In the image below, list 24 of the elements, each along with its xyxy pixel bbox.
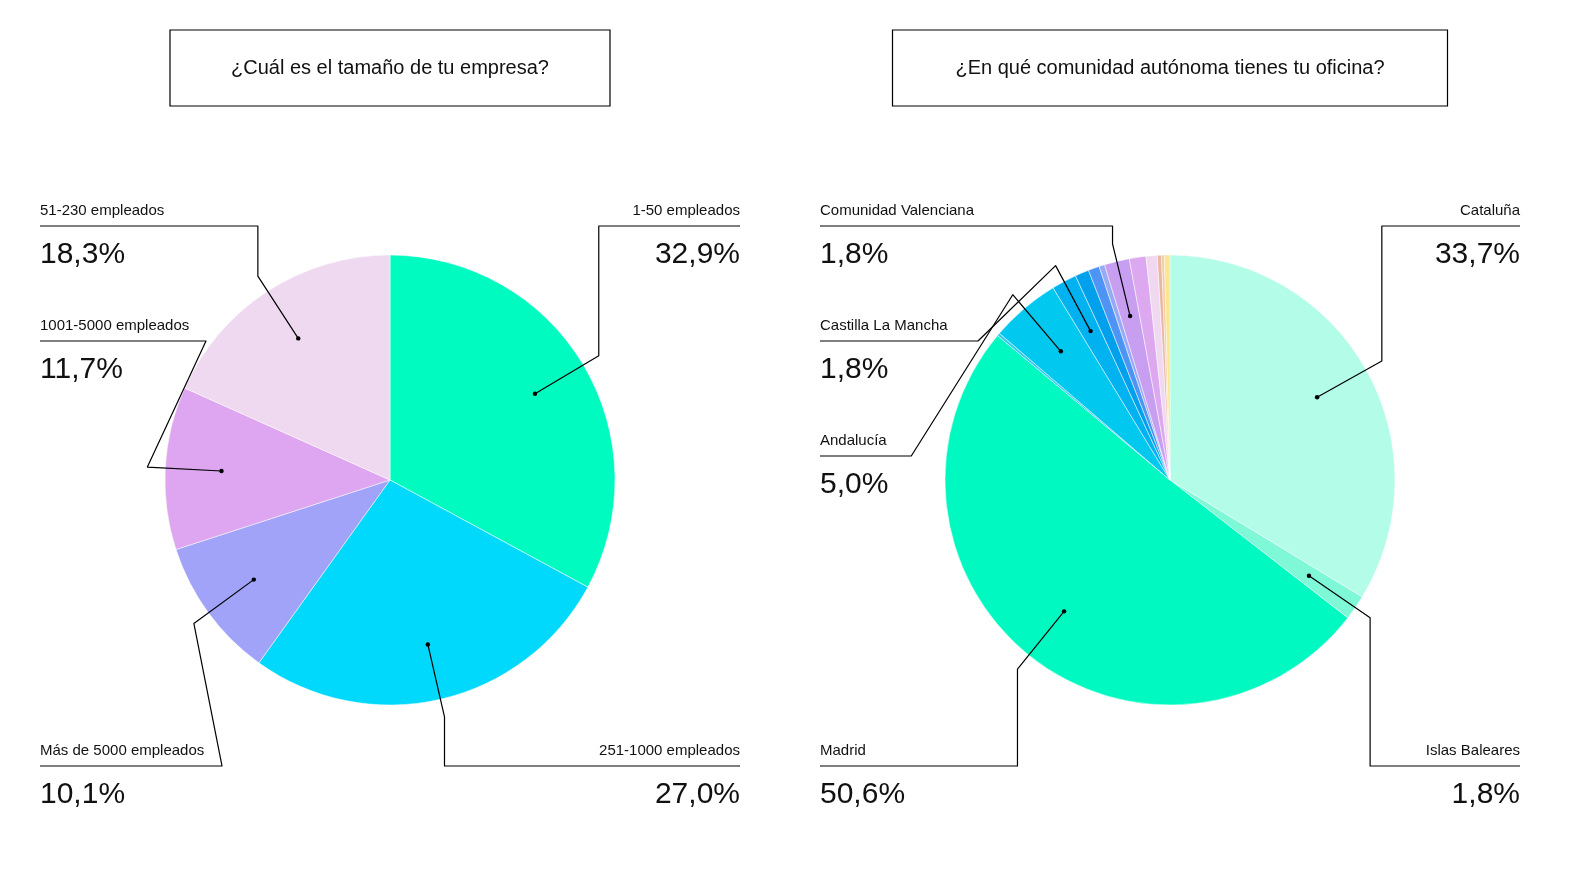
slice-label: 1001-5000 empleados	[40, 316, 190, 333]
slice-label: 251-1000 empleados	[599, 741, 740, 758]
chart-title: ¿Cuál es el tamaño de tu empresa?	[231, 56, 549, 78]
data-label: 1,8%	[1451, 776, 1520, 809]
data-label: 33,7%	[1434, 236, 1520, 269]
data-label: 5,0%	[820, 466, 889, 499]
slice-label: Andalucía	[820, 431, 888, 448]
slice-label: Islas Baleares	[1425, 741, 1520, 758]
data-label: 11,7%	[40, 351, 123, 384]
chart-title: ¿En qué comunidad autónoma tienes tu oficina?	[955, 56, 1385, 78]
slice-label: Castilla La Mancha	[820, 316, 949, 333]
slice-label: Cataluña	[1459, 201, 1521, 218]
data-label: 10,1%	[40, 776, 126, 809]
data-label: 18,3%	[40, 236, 126, 269]
data-label: 50,6%	[820, 776, 906, 809]
slice-label: Comunidad Valenciana	[820, 201, 975, 218]
data-label: 1,8%	[820, 351, 889, 384]
data-label: 1,8%	[820, 236, 889, 269]
slice-label: 1-50 empleados	[632, 201, 740, 218]
slice-label: Madrid	[820, 741, 866, 758]
data-label: 27,0%	[654, 776, 740, 809]
slice-label: 51-230 empleados	[40, 201, 165, 218]
slice-label: Más de 5000 empleados	[40, 741, 205, 758]
data-label: 32,9%	[654, 236, 740, 269]
